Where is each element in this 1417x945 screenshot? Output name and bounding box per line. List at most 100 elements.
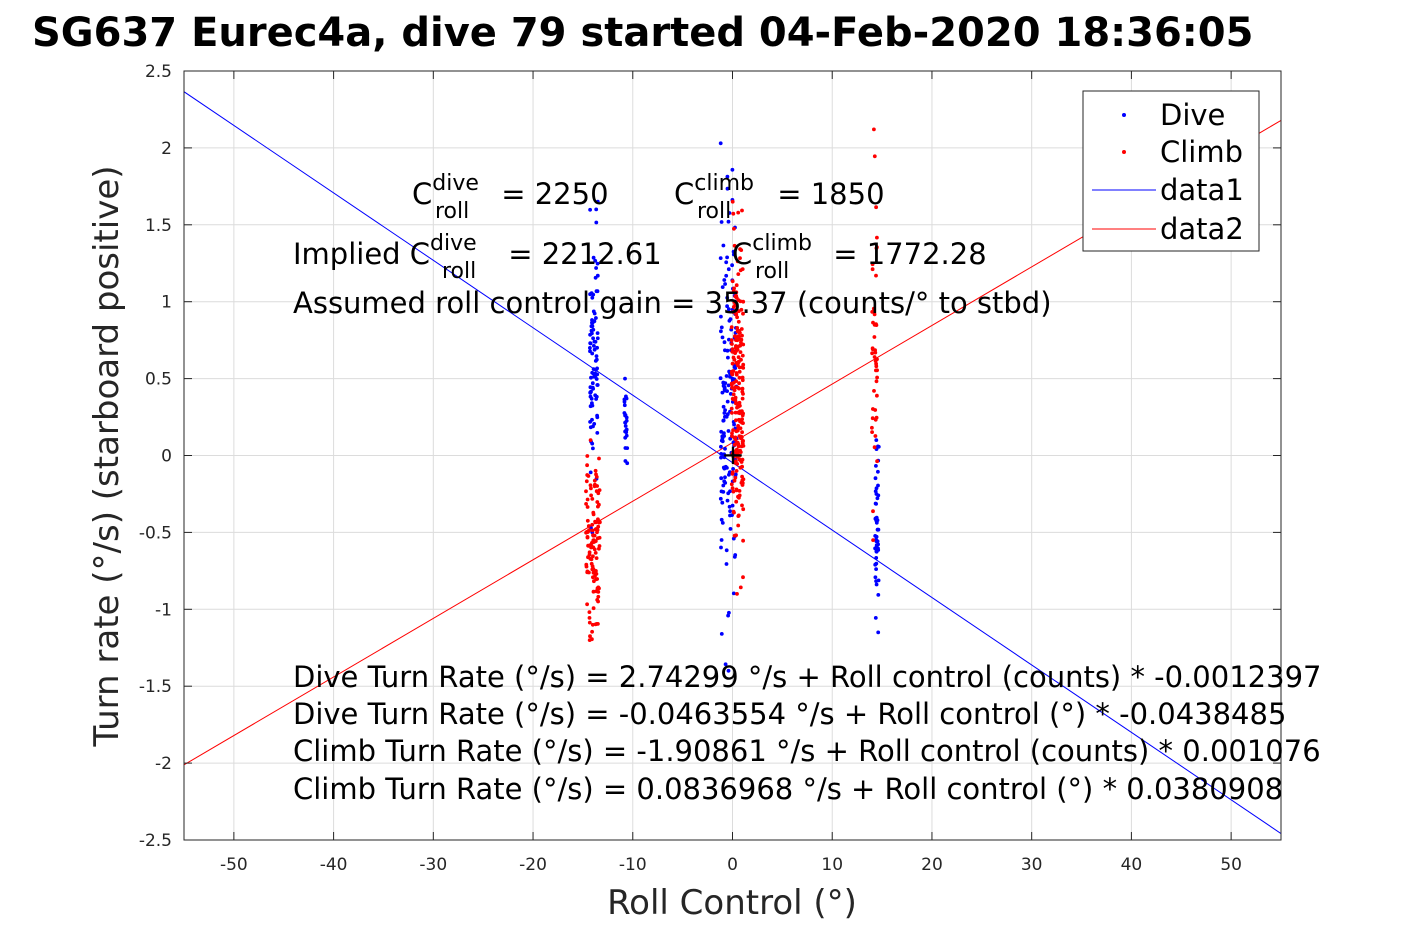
x-tick-label: 20 [921, 855, 943, 875]
implied-prefix: Implied C [293, 237, 430, 271]
x-tick-label: -20 [519, 855, 547, 875]
data-point [872, 355, 877, 359]
axis-ticks: -50 -40 -30 -20 -10 0 10 20 30 40 50-2.5-2-1.5-1-0… [139, 62, 1281, 875]
data-point [719, 314, 723, 319]
data-point [874, 537, 878, 542]
data-point [738, 409, 742, 414]
data-point [739, 460, 744, 464]
data-point [622, 397, 627, 402]
data-point [587, 610, 592, 614]
data-point [724, 548, 729, 553]
data-point [624, 394, 628, 399]
data-point [730, 361, 735, 366]
data-point [585, 463, 589, 468]
data-point [719, 438, 724, 443]
data-point [722, 466, 727, 471]
data-point [588, 634, 592, 639]
data-point [584, 562, 589, 567]
data-point [738, 350, 743, 354]
data-point [731, 392, 736, 397]
data-point [874, 368, 878, 373]
data-point [596, 491, 601, 496]
data-point [723, 414, 727, 419]
data-point [590, 324, 595, 329]
data-point [870, 310, 875, 314]
c-dive-base: C [412, 177, 432, 211]
data-point [870, 267, 875, 272]
data-point [737, 489, 742, 493]
data-point [732, 388, 737, 393]
data-point [719, 325, 724, 330]
data-point [721, 490, 726, 494]
data-point [730, 451, 735, 456]
data-point [735, 326, 740, 330]
data-point [873, 359, 878, 363]
data-point [622, 403, 627, 408]
data-point [597, 456, 601, 461]
data-point [874, 438, 879, 442]
legend-label-data2: data2 [1160, 212, 1244, 246]
data-point [730, 411, 734, 415]
data-point [875, 375, 879, 380]
data-point [584, 479, 589, 484]
data-point [875, 527, 880, 532]
data-point [735, 329, 740, 334]
data-point [736, 513, 741, 518]
data-point [734, 379, 738, 383]
origin-marker: + [721, 438, 744, 471]
annotation-eq3: Climb Turn Rate (°/s) = -1.90861 °/s + R… [293, 734, 1321, 768]
data-point [872, 445, 877, 450]
chart-title: SG637 Eurec4a, dive 79 started 04-Feb-20… [32, 10, 1253, 56]
data-point [588, 391, 593, 395]
data-point [874, 322, 878, 327]
data-point [590, 528, 595, 533]
data-point [730, 263, 734, 268]
data-point [725, 255, 729, 260]
data-point [589, 493, 593, 498]
data-point [741, 439, 745, 443]
data-point [734, 361, 739, 365]
data-point [732, 442, 737, 447]
y-tick-label: -2 [155, 754, 172, 774]
data-point [872, 312, 877, 317]
data-point [730, 347, 735, 351]
annotation-implied-climb: Cclimb roll = 1772.28 [732, 231, 987, 284]
data-point [595, 484, 599, 488]
data-point [726, 383, 731, 388]
data-point [623, 413, 627, 418]
data-point [720, 335, 725, 340]
data-point [872, 154, 877, 159]
data-point [741, 507, 746, 512]
data-point [721, 418, 726, 423]
data-point [720, 285, 725, 289]
data-point [591, 533, 596, 538]
data-point [730, 167, 735, 172]
data-point [874, 205, 878, 210]
data-point [872, 335, 877, 339]
data-point [725, 304, 729, 309]
data-point [593, 622, 598, 627]
data-point [587, 570, 591, 575]
data-point [874, 486, 879, 491]
data-point [727, 470, 732, 475]
data-point [592, 344, 596, 348]
data-point [726, 219, 731, 224]
data-point [739, 480, 744, 485]
data-point [728, 513, 732, 518]
data-point [591, 554, 595, 559]
data-point [736, 335, 741, 340]
data-point [588, 470, 593, 475]
data-point [740, 420, 744, 425]
data-point [874, 516, 878, 521]
data-point [584, 502, 588, 506]
data-point [725, 295, 730, 300]
data-point [594, 556, 599, 560]
data-point [874, 561, 879, 566]
implied-dive-sub: roll [442, 259, 476, 284]
data-point [730, 431, 734, 436]
data-point [592, 579, 596, 584]
data-point [721, 483, 726, 488]
data-point [589, 557, 594, 562]
data-point [719, 538, 724, 542]
data-point [718, 496, 723, 501]
